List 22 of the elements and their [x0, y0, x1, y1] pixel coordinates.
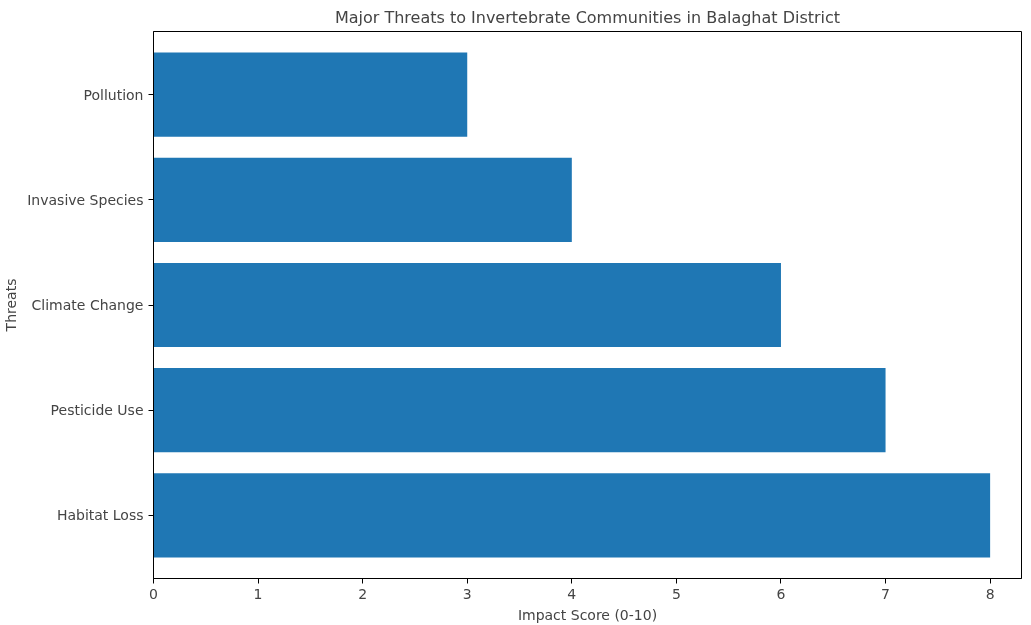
- x-tick-label: 5: [671, 585, 681, 602]
- bar: [153, 262, 781, 348]
- x-tick-label: 3: [462, 585, 472, 602]
- y-tick-label: Habitat Loss: [56, 507, 144, 524]
- x-tick-label: 2: [358, 585, 368, 602]
- x-tick-label: 6: [776, 585, 786, 602]
- chart-title: Major Threats to Invertebrate Communities in Balaghat District: [334, 7, 841, 27]
- y-tick-label: Pesticide Use: [50, 402, 144, 419]
- x-tick-label: 7: [881, 585, 891, 602]
- y-tick-label: Pollution: [83, 86, 144, 103]
- y-axis-title: Threats: [3, 278, 20, 333]
- x-tick-label: 4: [567, 585, 577, 602]
- x-tick-label: 8: [985, 585, 995, 602]
- bar: [153, 157, 572, 242]
- y-tick-label: Invasive Species: [27, 191, 144, 208]
- x-axis-title: Impact Score (0-10): [517, 606, 658, 623]
- bar: [153, 52, 468, 137]
- x-tick-label: 1: [253, 585, 263, 602]
- bar: [153, 473, 991, 558]
- x-tick-label: 0: [149, 585, 158, 602]
- y-tick-label: Climate Change: [31, 297, 144, 313]
- bar: [153, 368, 886, 453]
